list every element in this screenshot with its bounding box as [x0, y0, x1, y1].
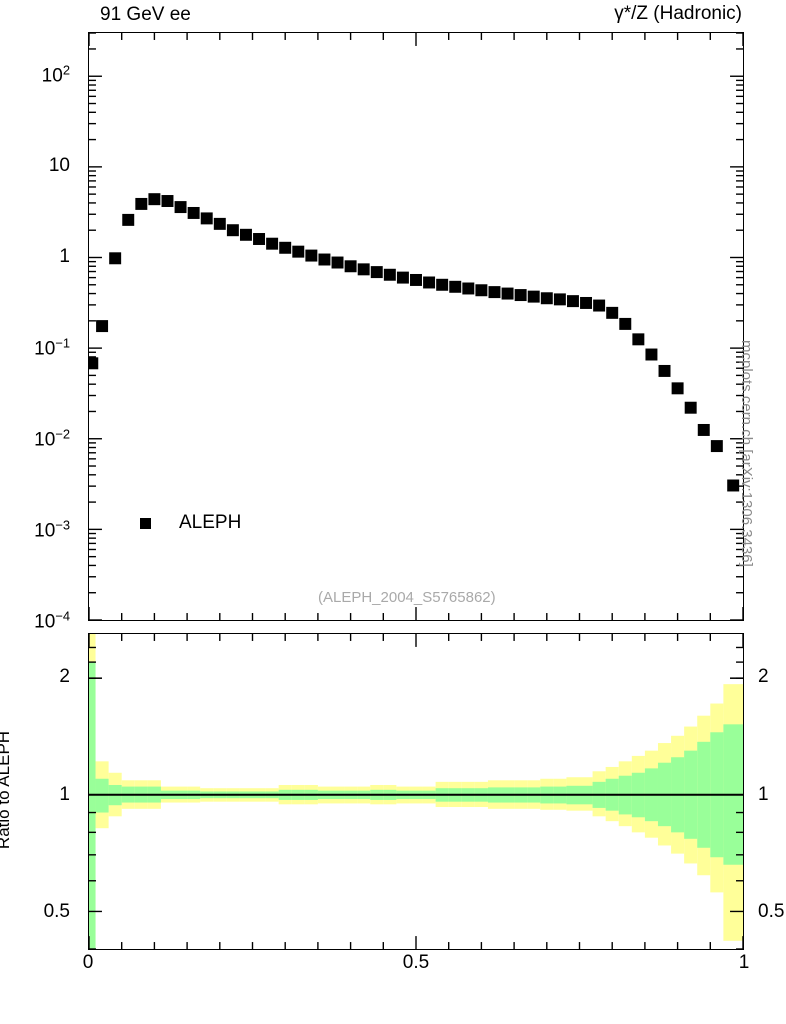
- data-point: [710, 440, 723, 453]
- data-point: [488, 286, 501, 299]
- data-point: [410, 273, 422, 286]
- data-point: [501, 287, 514, 300]
- y-tick-label: 10−3: [34, 517, 70, 542]
- data-point: [475, 284, 488, 297]
- data-point: [135, 197, 148, 210]
- data-point: [122, 213, 135, 226]
- data-point: [671, 382, 684, 395]
- ratio-y-tick-label: 1: [59, 783, 70, 805]
- data-point: [331, 256, 344, 269]
- ratio-y-axis-labels-right: 2 1 0.5: [748, 633, 786, 950]
- data-point: [253, 233, 266, 245]
- ratio-y-tick-label-right: 0.5: [758, 901, 785, 923]
- data-point: [109, 252, 122, 265]
- data-point: [514, 289, 527, 302]
- x-tick-label: 0: [82, 952, 94, 973]
- data-point: [96, 320, 109, 333]
- data-point: [449, 280, 462, 293]
- data-point: [213, 217, 226, 230]
- data-point: [553, 293, 566, 306]
- data-point: [619, 317, 632, 330]
- main-y-axis-labels: 102 10 1 10−1 10−2 10−3 10−4: [0, 32, 82, 633]
- ratio-y-tick-label-right: 2: [758, 666, 769, 688]
- data-point: [305, 249, 318, 262]
- watermark-text: mcplots.cern.ch [arXiv:1306.3436]: [738, 340, 755, 567]
- data-point: [174, 201, 187, 214]
- ratio-plot-panel: [88, 633, 744, 950]
- data-point: [658, 364, 671, 377]
- main-plot-panel: [88, 32, 744, 621]
- ratio-y-axis-labels-left: 2 1 0.5: [0, 633, 82, 950]
- header-right-label: γ*/Z (Hadronic): [614, 3, 742, 24]
- data-point: [436, 278, 449, 291]
- data-point: [462, 282, 475, 295]
- ratio-y-tick-label: 2: [59, 666, 70, 688]
- data-point: [580, 296, 593, 309]
- data-point: [383, 268, 396, 281]
- data-point: [566, 295, 579, 308]
- ratio-y-tick-label: 0.5: [43, 901, 70, 923]
- y-tick-label: 10−4: [34, 608, 70, 633]
- main-plot-canvas: [89, 33, 743, 620]
- analysis-tag-label: (ALEPH_2004_S5765862): [318, 589, 496, 606]
- data-point: [423, 276, 436, 289]
- y-tick-label: 10−1: [34, 335, 70, 360]
- y-tick-label: 10−2: [34, 426, 70, 451]
- x-tick-label: 0.5: [402, 952, 430, 973]
- data-point: [279, 241, 292, 254]
- data-point: [593, 299, 606, 312]
- data-point: [697, 423, 710, 436]
- data-point: [318, 253, 331, 266]
- data-point: [606, 306, 619, 319]
- data-point: [148, 193, 161, 206]
- y-tick-label: 1: [59, 246, 70, 268]
- uncertainty-band-inner-uncertainty: [89, 662, 743, 949]
- ratio-y-tick-label-right: 1: [758, 783, 769, 805]
- data-point: [266, 237, 279, 250]
- data-point: [540, 292, 553, 305]
- legend-marker-square: [140, 517, 151, 529]
- data-point: [292, 245, 305, 258]
- data-point: [239, 228, 252, 241]
- data-point: [187, 206, 200, 219]
- ratio-axis-title: Ratio to ALEPH: [0, 730, 13, 850]
- data-point: [684, 401, 697, 414]
- data-point: [344, 260, 357, 273]
- data-point: [89, 357, 99, 370]
- data-point: [161, 195, 174, 207]
- data-point: [357, 263, 370, 276]
- y-tick-label: 102: [41, 62, 70, 88]
- y-tick-label: 10: [48, 155, 70, 177]
- data-point: [226, 224, 239, 237]
- data-point: [396, 271, 409, 284]
- data-point: [727, 479, 740, 492]
- data-point: [370, 266, 383, 279]
- x-axis-labels: 0 0.5 1: [83, 952, 750, 982]
- data-point: [632, 333, 645, 346]
- data-point: [527, 290, 540, 303]
- x-tick-label: 1: [738, 952, 750, 973]
- header-left-label: 91 GeV ee: [100, 4, 191, 25]
- legend-label: ALEPH: [179, 512, 242, 533]
- data-point: [645, 348, 658, 361]
- ratio-plot-canvas: [89, 634, 743, 949]
- legend: ALEPH: [140, 512, 241, 534]
- data-point: [200, 212, 213, 225]
